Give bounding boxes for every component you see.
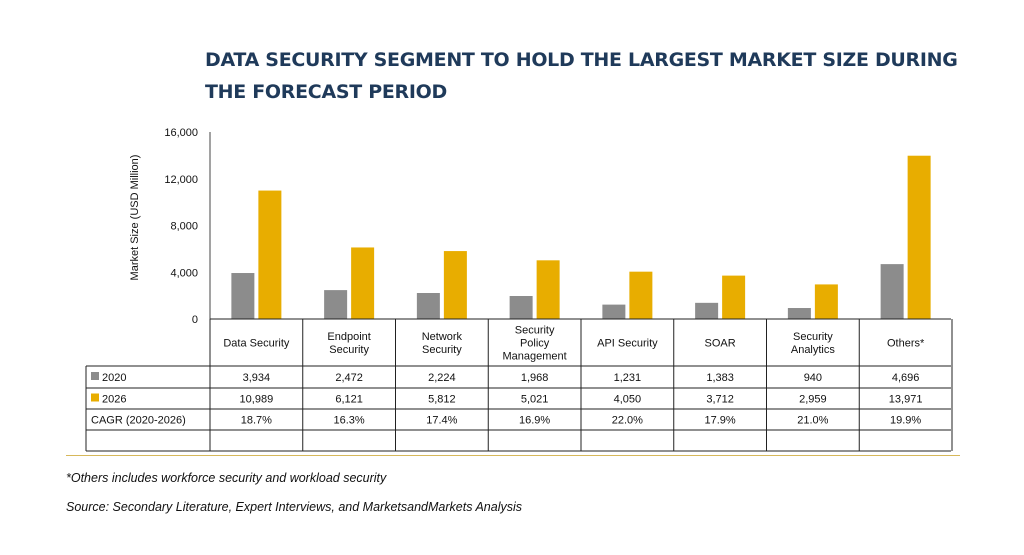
- cagr-value: 17.9%: [705, 415, 736, 427]
- cagr-value: 21.0%: [797, 415, 828, 427]
- y-tick-label: 8,000: [170, 221, 198, 233]
- cagr-value: 19.9%: [890, 415, 921, 427]
- y-axis-title: Market Size (USD Million): [129, 155, 141, 281]
- data-label-2026: 5,812: [428, 394, 456, 406]
- legend-swatch: [91, 393, 99, 402]
- cagr-value: 22.0%: [612, 415, 643, 427]
- bar-2026: [258, 190, 282, 319]
- data-label-2020: 1,231: [614, 372, 642, 384]
- data-label-2026: 6,121: [335, 394, 363, 406]
- bar-2020: [695, 302, 719, 319]
- category-label: Security: [793, 331, 833, 343]
- footnote: *Others includes workforce security and …: [66, 471, 387, 485]
- y-tick-label: 12,000: [164, 174, 198, 186]
- bar-2026: [443, 251, 467, 319]
- bar-2020: [231, 273, 255, 319]
- data-label-2026: 4,050: [614, 394, 642, 406]
- bar-2020: [787, 308, 811, 319]
- bar-2020: [880, 264, 904, 319]
- data-label-2026: 13,971: [889, 394, 923, 406]
- bar-2026: [629, 271, 653, 319]
- category-label: Management: [503, 351, 567, 363]
- category-label: Analytics: [791, 344, 836, 356]
- chart-area: 0 4,000 8,000 12,000 16,000 Market Size (USD …: [85, 127, 953, 452]
- legend-label: 2026: [102, 394, 126, 406]
- source-note: Source: Secondary Literature, Expert Int…: [66, 500, 522, 514]
- category-label: SOAR: [705, 338, 736, 350]
- bar-2026: [907, 155, 931, 319]
- category-label: Security: [329, 344, 369, 356]
- divider-rule: [66, 455, 960, 456]
- bar-2026: [351, 247, 375, 319]
- category-label: Security: [422, 344, 462, 356]
- category-label: API Security: [597, 338, 658, 350]
- data-label-2026: 2,959: [799, 394, 827, 406]
- data-label-2020: 940: [804, 372, 822, 384]
- bar-2020: [509, 295, 533, 319]
- data-label-2020: 1,968: [521, 372, 549, 384]
- data-label-2026: 10,989: [240, 394, 274, 406]
- bar-2026: [536, 260, 560, 319]
- legend-label: 2020: [102, 372, 126, 384]
- bar-2026: [814, 284, 838, 319]
- bar-2020: [602, 304, 626, 319]
- bar-2020: [416, 293, 440, 319]
- data-label-2026: 5,021: [521, 394, 549, 406]
- bar-2026: [722, 275, 746, 319]
- cagr-value: 16.3%: [334, 415, 365, 427]
- data-label-2020: 1,383: [706, 372, 734, 384]
- y-tick-label: 4,000: [170, 267, 198, 279]
- category-label: Data Security: [223, 338, 290, 350]
- cagr-row-label: CAGR (2020-2026): [91, 415, 186, 427]
- category-label: Others*: [887, 338, 925, 350]
- cagr-value: 18.7%: [241, 415, 272, 427]
- legend-swatch: [91, 372, 99, 380]
- cagr-value: 17.4%: [426, 415, 457, 427]
- data-label-2020: 3,934: [243, 372, 271, 384]
- data-label-2020: 2,472: [335, 372, 363, 384]
- data-label-2020: 2,224: [428, 372, 456, 384]
- cagr-value: 16.9%: [519, 415, 550, 427]
- y-tick-label: 0: [192, 314, 198, 326]
- category-label: Policy: [520, 338, 550, 350]
- chart-title: DATA SECURITY SEGMENT TO HOLD THE LARGES…: [205, 49, 958, 103]
- data-label-2026: 3,712: [706, 394, 734, 406]
- category-label: Security: [515, 325, 555, 337]
- category-label: Network: [422, 331, 463, 343]
- category-label: Endpoint: [327, 331, 370, 343]
- bar-2020: [324, 290, 348, 319]
- y-tick-label: 16,000: [164, 127, 198, 139]
- data-label-2020: 4,696: [892, 372, 920, 384]
